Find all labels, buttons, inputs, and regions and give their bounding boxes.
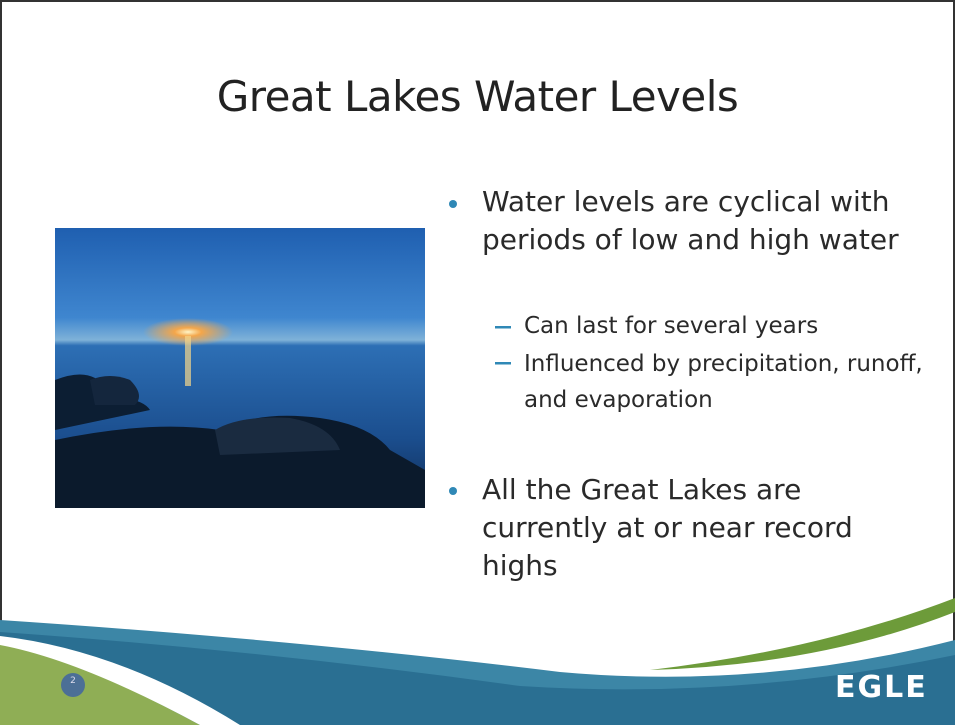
bullet: Water levels are cyclical with periods o… (482, 185, 899, 256)
bullet: All the Great Lakes are currently at or … (482, 473, 853, 582)
page-number: 2 (70, 676, 76, 686)
page-number-badge (61, 673, 85, 697)
sub-bullet: Influenced by precipitation, runoff, and… (524, 351, 923, 413)
slide-title: Great Lakes Water Levels (216, 72, 739, 121)
footer-swoosh (0, 598, 955, 725)
logo: EGLE (835, 670, 928, 705)
bullet-markers (449, 200, 511, 495)
sub-bullet: Can last for several years (524, 313, 819, 339)
lake-photo (55, 228, 425, 508)
